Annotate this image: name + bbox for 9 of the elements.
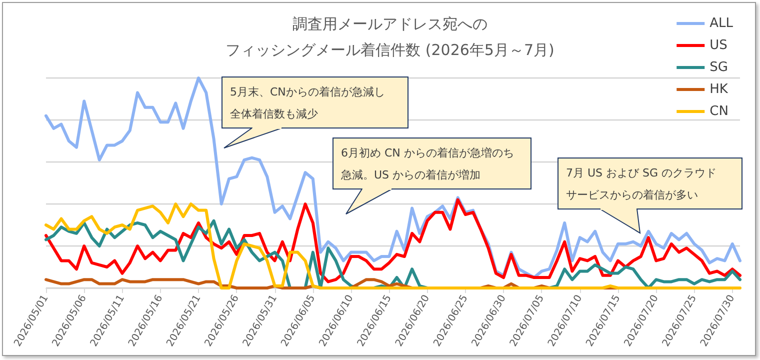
annotation: 7月 US および SG のクラウドサービスからの着信が多い xyxy=(566,166,717,202)
annotation: 6月初め CN からの着信が急増のち急減。US からの着信が増加 xyxy=(340,146,514,182)
chart-title: 調査用メールアドレス宛へのフィッシングメール着信件数 (2026年5月～7月) xyxy=(226,15,554,59)
legend-label: CN xyxy=(710,104,728,119)
legend-label: ALL xyxy=(710,16,734,31)
legend-label: SG xyxy=(710,60,728,75)
legend-label: HK xyxy=(710,82,728,97)
legend-label: US xyxy=(710,38,728,53)
annotation: 5月末、CNからの着信が急減し全体着信数も減少 xyxy=(230,86,385,120)
